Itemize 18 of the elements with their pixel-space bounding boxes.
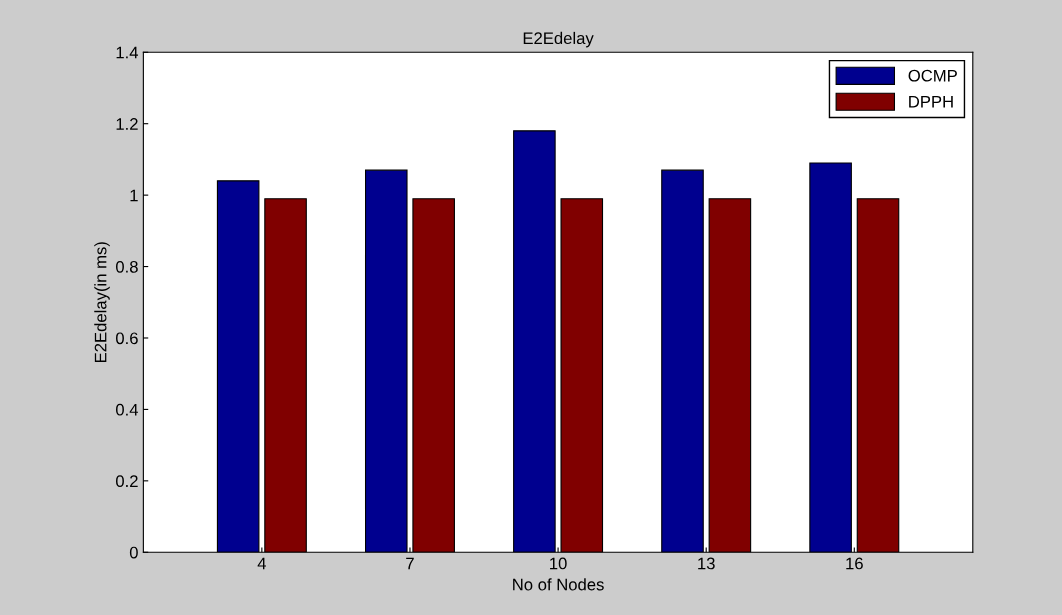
y-axis-title: E2Edelay(in ms) xyxy=(94,242,110,363)
x-tick-label: 13 xyxy=(698,557,715,570)
x-tick-label: 4 xyxy=(257,557,267,570)
x-tick-label: 16 xyxy=(846,557,863,570)
chart-title: E2Edelay xyxy=(523,31,594,48)
x-axis-title: No of Nodes xyxy=(513,578,604,591)
y-tick-label: 0.8 xyxy=(115,260,138,273)
y-tick-label: 0.4 xyxy=(115,403,139,416)
y-tick-label: 1.4 xyxy=(116,46,139,59)
legend-label: OCMP xyxy=(908,69,957,82)
y-tick-label: 1.2 xyxy=(116,118,138,130)
x-tick-label: 10 xyxy=(550,557,567,570)
x-tick-label: 7 xyxy=(406,557,414,570)
y-tick-label: 0 xyxy=(129,546,138,559)
legend-label: DPPH xyxy=(909,95,953,108)
y-tick-label: 0.6 xyxy=(115,332,138,345)
y-tick-label: 0.2 xyxy=(115,475,138,488)
y-tick-label: 1 xyxy=(130,189,138,202)
